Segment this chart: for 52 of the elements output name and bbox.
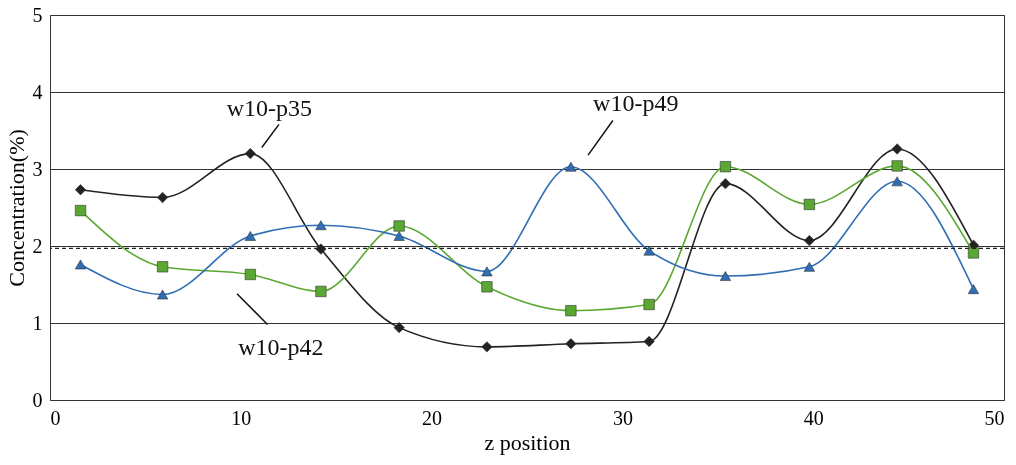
y-tick-label: 2	[32, 234, 43, 257]
point	[967, 284, 980, 294]
point	[157, 289, 169, 300]
x-tick-label: 10	[231, 406, 252, 429]
point	[891, 176, 903, 187]
x-axis-title: z position	[484, 429, 571, 455]
point	[74, 184, 87, 196]
y-tick-label: 4	[32, 80, 43, 103]
point	[891, 160, 903, 172]
point	[891, 143, 903, 155]
point	[803, 235, 815, 247]
x-tick-label: 0	[50, 406, 61, 429]
y-tick-label: 0	[32, 388, 43, 411]
point	[719, 271, 731, 281]
point	[157, 261, 169, 273]
point	[967, 247, 980, 259]
point	[643, 245, 655, 256]
point	[393, 231, 405, 241]
point	[481, 341, 493, 353]
x-tick-label: 20	[422, 406, 443, 429]
point	[719, 178, 731, 190]
point	[244, 231, 256, 241]
point	[244, 148, 256, 160]
point	[315, 285, 327, 297]
x-tick-label: 50	[984, 406, 1005, 429]
point	[565, 338, 577, 350]
point	[803, 261, 815, 272]
y-tick-label: 3	[32, 157, 43, 180]
y-tick-label: 1	[32, 311, 43, 334]
y-tick-label: 5	[32, 3, 43, 26]
x-tick-label: 40	[803, 406, 824, 429]
point	[157, 191, 169, 204]
text: w10-p49	[593, 89, 679, 116]
point	[643, 335, 655, 348]
series-label: w10-p42	[238, 333, 324, 360]
y-axis-title: Concentration(%)	[3, 129, 29, 287]
point	[643, 298, 655, 311]
point	[244, 268, 256, 281]
point	[74, 205, 87, 217]
point	[74, 259, 87, 270]
point	[481, 281, 493, 293]
point	[719, 161, 731, 173]
series-label: w10-p35	[226, 94, 313, 121]
point	[803, 198, 815, 210]
point	[481, 266, 493, 277]
point	[315, 220, 327, 231]
x-tick-label: 30	[612, 406, 633, 429]
point	[393, 322, 405, 334]
point	[315, 243, 327, 255]
point	[565, 305, 577, 317]
point	[393, 220, 405, 232]
point	[565, 161, 577, 172]
